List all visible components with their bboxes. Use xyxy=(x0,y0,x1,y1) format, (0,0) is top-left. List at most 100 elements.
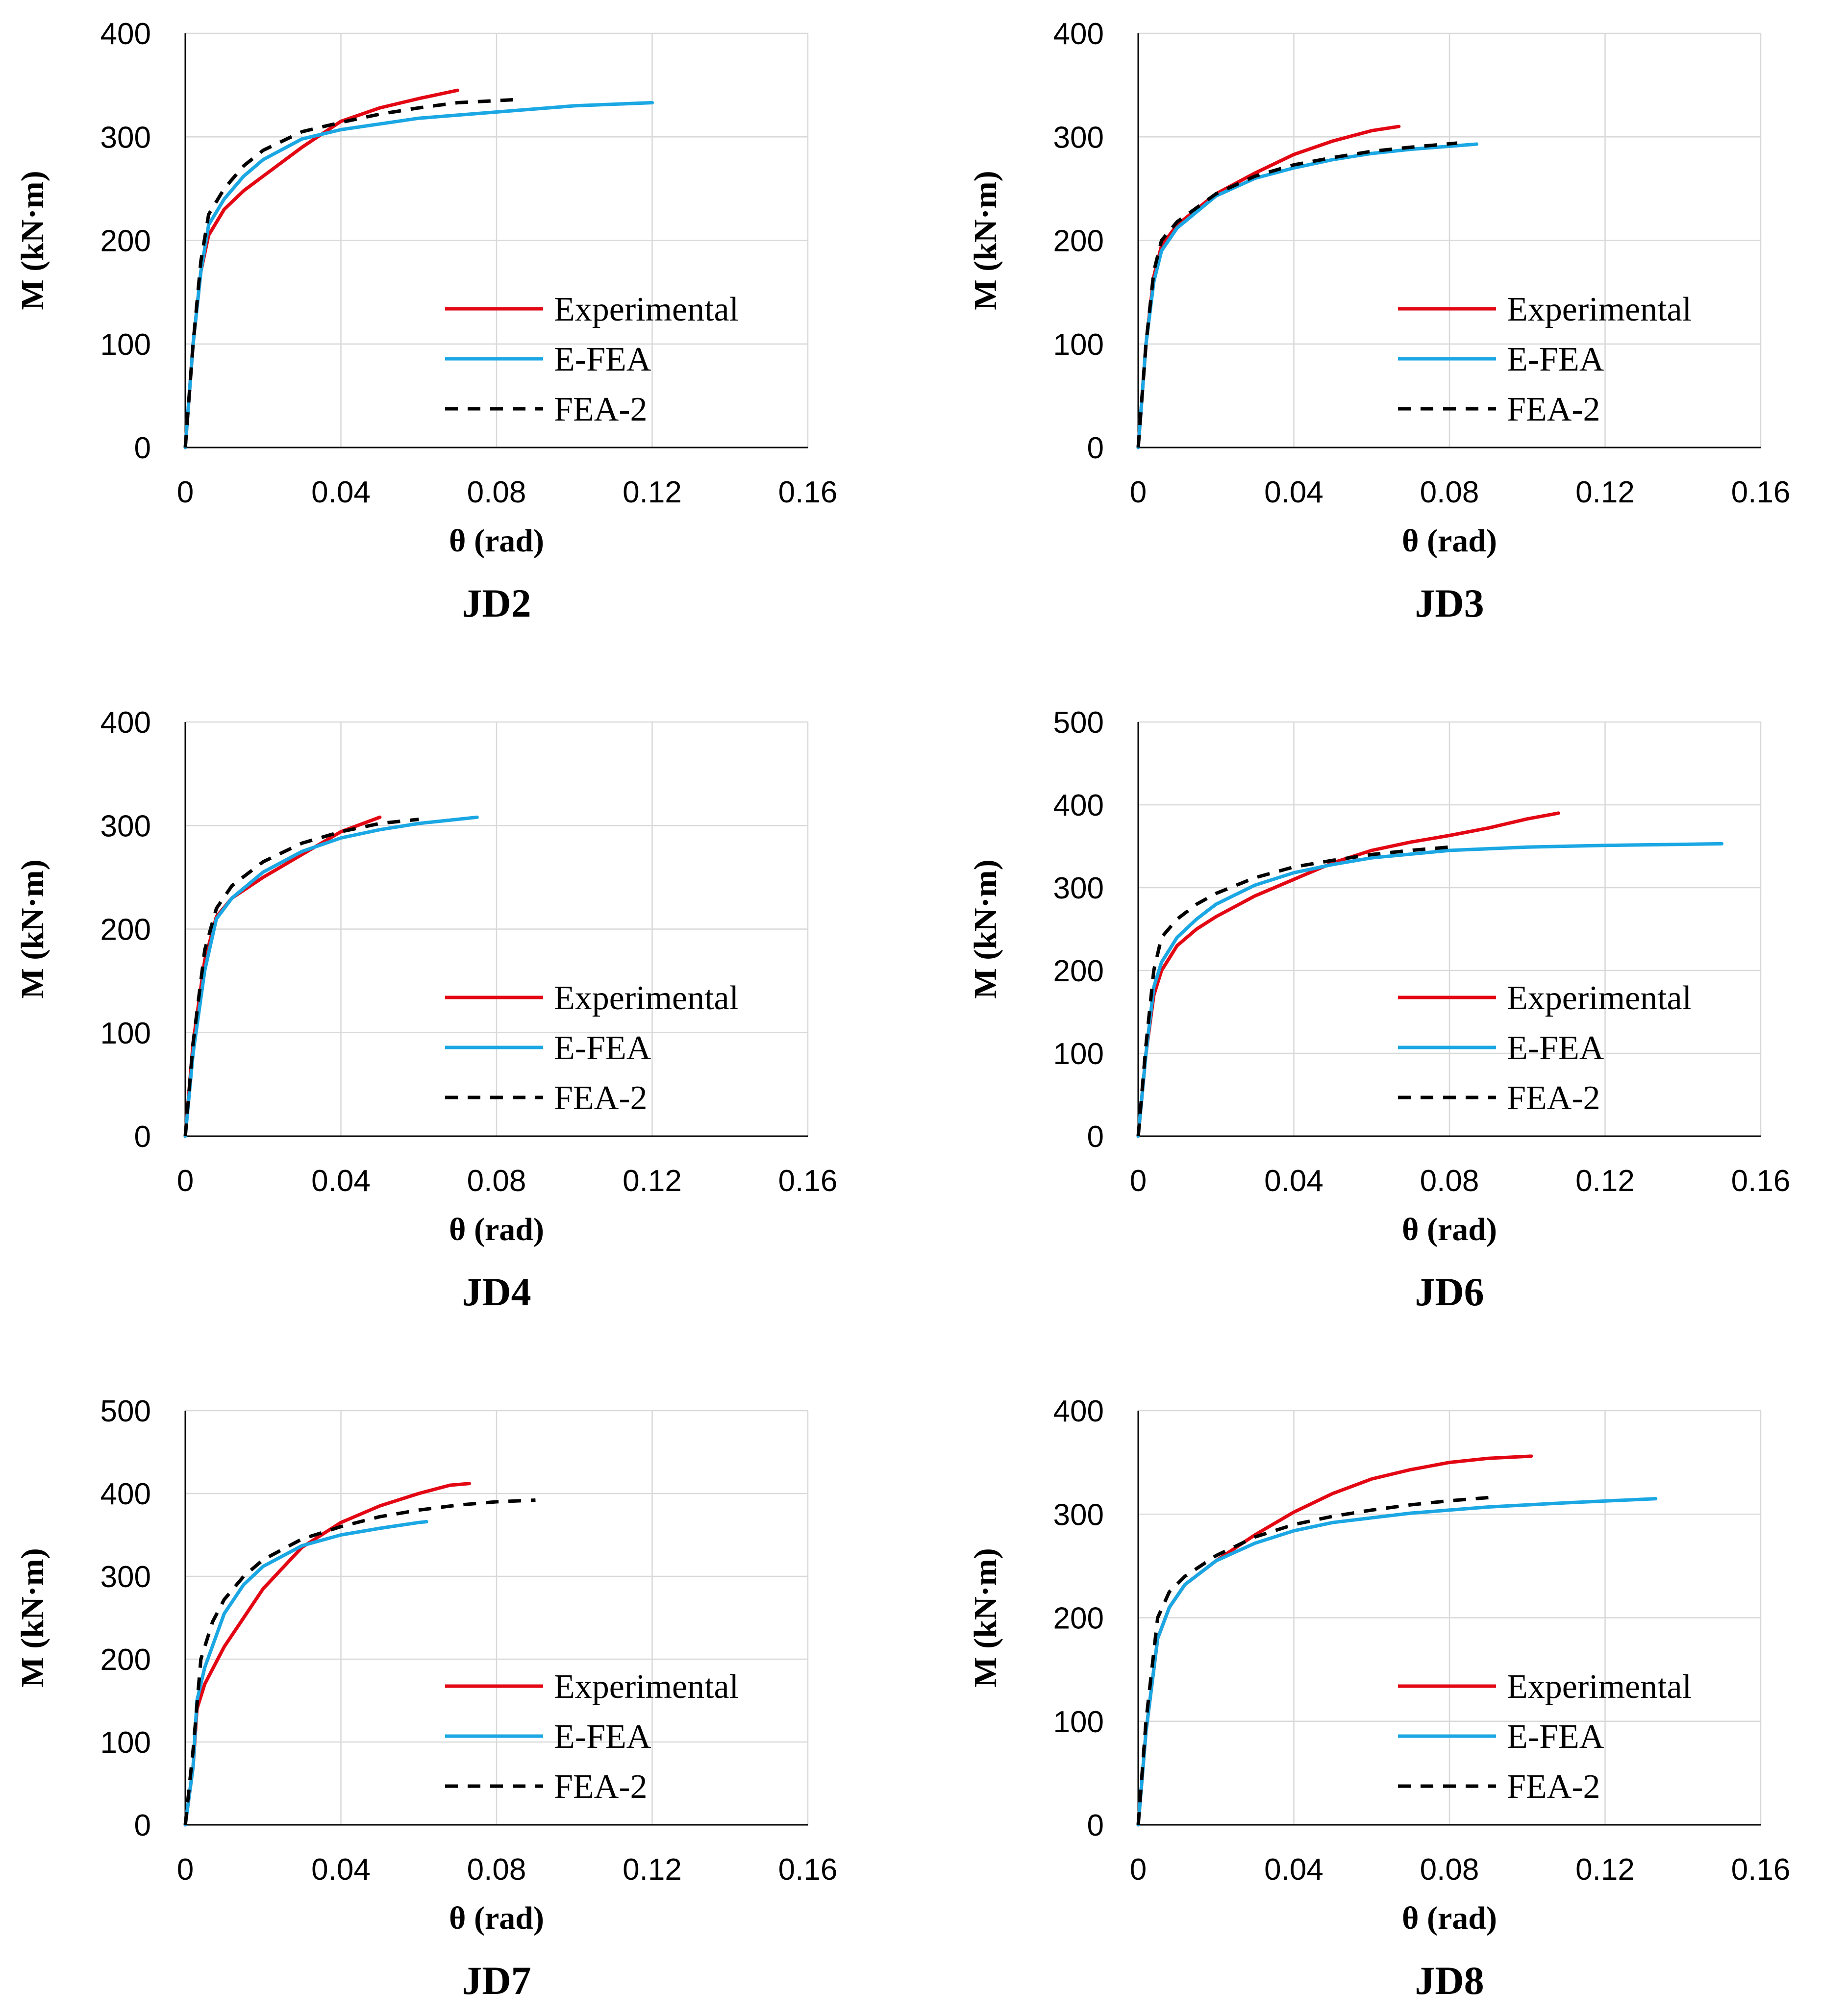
y-axis-title: M (kN·m) xyxy=(968,859,1003,998)
x-axis-title: θ (rad) xyxy=(449,523,544,559)
legend-label-experimental: Experimental xyxy=(1507,291,1692,328)
x-tick-label: 0.04 xyxy=(1264,475,1323,509)
series-line-fea2 xyxy=(1136,141,1458,448)
panel-title: JD2 xyxy=(462,581,531,625)
series-line-efea xyxy=(183,1520,428,1827)
series-line-experimental xyxy=(183,815,382,1138)
y-tick-label: 100 xyxy=(100,1017,151,1050)
y-axis-title: M (kN·m) xyxy=(968,1548,1003,1687)
series-line-fea2 xyxy=(1136,845,1450,1137)
series-line-efea xyxy=(183,815,479,1138)
legend-label-efea: E-FEA xyxy=(554,1029,651,1067)
legend-label-experimental: Experimental xyxy=(554,979,739,1017)
x-tick-label: 0.04 xyxy=(1264,1853,1323,1887)
x-tick-label: 0 xyxy=(1130,1164,1147,1198)
legend-label-experimental: Experimental xyxy=(554,1668,739,1706)
y-tick-label: 300 xyxy=(1053,871,1104,905)
x-tick-label: 0.12 xyxy=(1575,1164,1635,1198)
y-tick-label: 100 xyxy=(100,1726,151,1760)
y-tick-label: 500 xyxy=(1053,706,1104,740)
x-tick-label: 0.12 xyxy=(623,1853,682,1887)
x-tick-label: 0.08 xyxy=(1420,475,1479,509)
x-tick-label: 0 xyxy=(177,1853,194,1887)
x-tick-label: 0.16 xyxy=(1731,1853,1791,1887)
x-tick-label: 0.16 xyxy=(778,475,838,509)
x-tick-label: 0.16 xyxy=(1731,475,1791,509)
y-tick-label: 400 xyxy=(1053,789,1104,822)
x-tick-label: 0.04 xyxy=(311,1164,371,1198)
legend-label-fea2: FEA-2 xyxy=(1507,1768,1600,1806)
y-tick-label: 0 xyxy=(1087,1809,1104,1842)
series-line-fea2 xyxy=(183,1498,536,1825)
legend-label-experimental: Experimental xyxy=(554,291,739,328)
x-axis-title: θ (rad) xyxy=(1402,523,1497,559)
x-tick-label: 0.04 xyxy=(1264,1164,1323,1198)
legend-label-fea2: FEA-2 xyxy=(554,1079,648,1117)
panel-title: JD6 xyxy=(1415,1269,1484,1314)
panel-title: JD8 xyxy=(1415,1958,1484,2003)
y-tick-label: 200 xyxy=(100,1643,151,1677)
y-axis-title: M (kN·m) xyxy=(968,171,1003,310)
legend-label-fea2: FEA-2 xyxy=(554,391,648,428)
chart-panel-jd6: 0 0.04 0.08 0.12 0.16 0 100 200 300 400 500 θ (rad)… xyxy=(968,706,1790,1314)
x-tick-label: 0.04 xyxy=(311,475,371,509)
y-tick-label: 300 xyxy=(100,121,151,154)
y-tick-label: 200 xyxy=(1053,224,1104,258)
panel-title: JD3 xyxy=(1415,581,1484,625)
legend-label-experimental: Experimental xyxy=(1507,1668,1692,1706)
x-tick-label: 0.16 xyxy=(778,1853,838,1887)
x-tick-label: 0.08 xyxy=(467,475,526,509)
y-tick-label: 0 xyxy=(1087,431,1104,465)
x-axis-title: θ (rad) xyxy=(449,1212,544,1247)
series-line-experimental xyxy=(183,1482,471,1827)
y-tick-label: 0 xyxy=(134,431,151,465)
series-line-efea xyxy=(183,101,654,449)
series-line-experimental xyxy=(183,88,460,449)
y-axis-title: M (kN·m) xyxy=(15,859,50,998)
legend-label-efea: E-FEA xyxy=(554,1718,651,1756)
y-axis-title: M (kN·m) xyxy=(15,171,50,310)
x-tick-label: 0.04 xyxy=(311,1853,371,1887)
legend-label-fea2: FEA-2 xyxy=(1507,391,1600,428)
chart-panel-jd4: 0 0.04 0.08 0.12 0.16 0 100 200 300 400 θ (rad) M (… xyxy=(15,706,837,1314)
y-tick-label: 0 xyxy=(1087,1120,1104,1154)
legend-label-fea2: FEA-2 xyxy=(1507,1079,1600,1117)
y-tick-label: 400 xyxy=(100,17,151,51)
y-tick-label: 500 xyxy=(100,1394,151,1428)
series-line-fea2 xyxy=(183,818,419,1137)
series-line-efea xyxy=(1136,142,1479,449)
x-tick-label: 0.08 xyxy=(467,1164,526,1198)
y-tick-label: 100 xyxy=(100,328,151,362)
y-tick-label: 400 xyxy=(100,706,151,740)
series-line-efea xyxy=(1136,842,1724,1138)
x-tick-label: 0 xyxy=(177,475,194,509)
panel-title: JD7 xyxy=(462,1958,531,2003)
y-tick-label: 200 xyxy=(100,224,151,258)
x-tick-label: 0.16 xyxy=(1731,1164,1791,1198)
y-tick-label: 300 xyxy=(100,1560,151,1594)
x-tick-label: 0.08 xyxy=(467,1853,526,1887)
chart-panel-jd8: 0 0.04 0.08 0.12 0.16 0 100 200 300 400 θ (rad) M (… xyxy=(968,1394,1790,2003)
series-line-fea2 xyxy=(1136,1495,1489,1825)
legend-label-efea: E-FEA xyxy=(1507,341,1604,378)
legend-label-efea: E-FEA xyxy=(554,341,651,378)
x-tick-label: 0.12 xyxy=(623,1164,682,1198)
chart-panel-jd3: 0 0.04 0.08 0.12 0.16 0 100 200 300 400 θ (rad) M (… xyxy=(968,17,1790,625)
panel-title: JD4 xyxy=(462,1269,531,1314)
x-tick-label: 0.08 xyxy=(1420,1164,1479,1198)
chart-panel-jd7: 0 0.04 0.08 0.12 0.16 0 100 200 300 400 500 θ (rad)… xyxy=(15,1394,837,2003)
x-axis-title: θ (rad) xyxy=(1402,1212,1497,1247)
y-tick-label: 300 xyxy=(100,809,151,843)
legend-label-experimental: Experimental xyxy=(1507,979,1692,1017)
y-tick-label: 0 xyxy=(134,1120,151,1154)
x-tick-label: 0.12 xyxy=(1575,1853,1635,1887)
series-line-experimental xyxy=(1136,811,1560,1138)
x-tick-label: 0.12 xyxy=(623,475,682,509)
legend-label-efea: E-FEA xyxy=(1507,1718,1604,1756)
y-tick-label: 200 xyxy=(1053,1602,1104,1636)
y-tick-label: 200 xyxy=(1053,954,1104,988)
y-tick-label: 200 xyxy=(100,913,151,947)
y-tick-label: 300 xyxy=(1053,1498,1104,1532)
chart-panel-jd2: 0 0.04 0.08 0.12 0.16 0 100 200 300 400 θ (rad) M (… xyxy=(15,17,837,625)
